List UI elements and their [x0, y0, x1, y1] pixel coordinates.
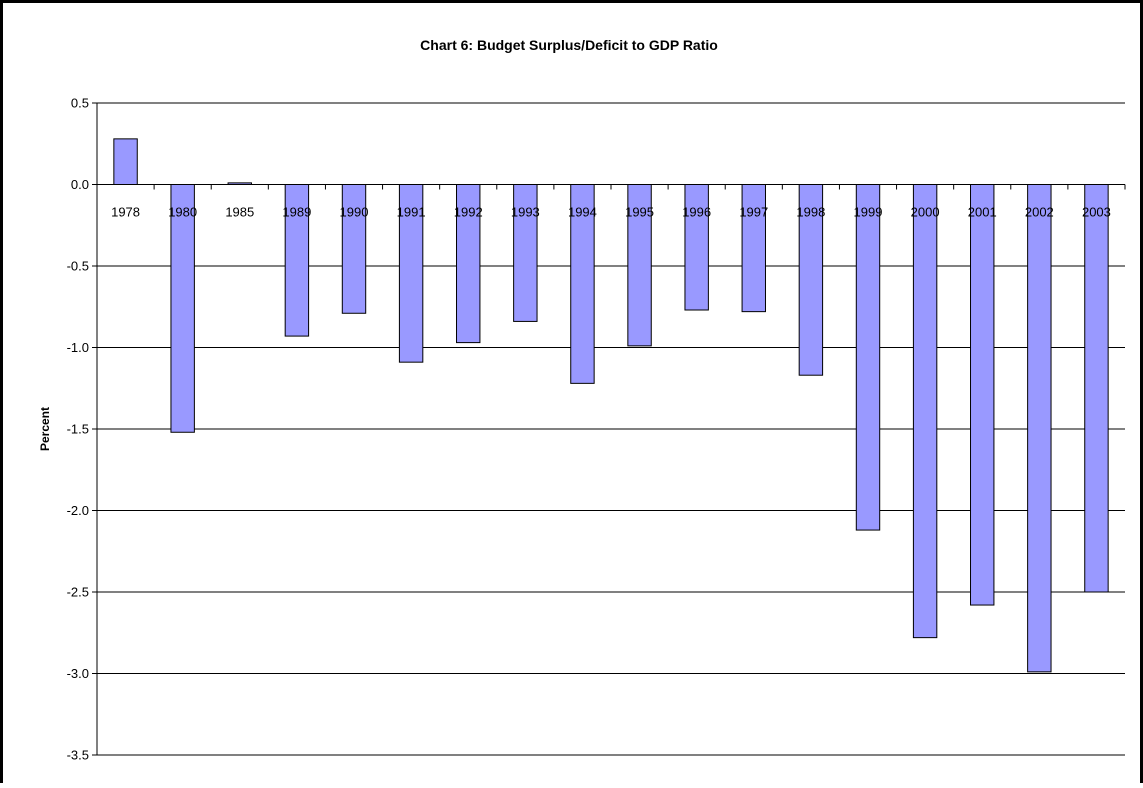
x-tick-label: 1996 [682, 205, 711, 220]
x-tick-label: 2001 [968, 205, 997, 220]
y-tick-label: -0.5 [67, 259, 89, 274]
bars [113, 138, 1109, 673]
bar [912, 184, 938, 639]
y-tick-label: 0.0 [71, 177, 89, 192]
x-tick-label: 2002 [1025, 205, 1054, 220]
x-tick-label: 1999 [854, 205, 883, 220]
x-tick-label: 1985 [225, 205, 254, 220]
x-tick-label: 1998 [796, 205, 825, 220]
x-tick-label: 1991 [397, 205, 426, 220]
x-tick-label: 1995 [625, 205, 654, 220]
y-tick-label: -1.0 [67, 340, 89, 355]
y-tick-label: -3.0 [67, 666, 89, 681]
y-tick-label: -3.5 [67, 748, 89, 763]
x-tick-label: 1989 [282, 205, 311, 220]
x-tick-label: 1978 [111, 205, 140, 220]
x-tick-label: 1990 [340, 205, 369, 220]
bar [113, 138, 138, 185]
y-tick-label: 0.5 [71, 96, 89, 111]
bar [970, 184, 995, 606]
bar [855, 184, 881, 531]
y-tick-label: -2.0 [67, 503, 89, 518]
x-tick-label: 1980 [168, 205, 197, 220]
x-tick-label: 2003 [1082, 205, 1111, 220]
bar-chart: Chart 6: Budget Surplus/Deficit to GDP R… [38, 37, 1126, 763]
chart-title: Chart 6: Budget Surplus/Deficit to GDP R… [420, 37, 718, 53]
bar [684, 184, 709, 311]
x-tick-label: 2000 [911, 205, 940, 220]
y-tick-labels: 0.5 0.0 -0.5 -1.0 -1.5 -2.0 -2.5 -3.0 -3.5 [67, 96, 97, 763]
x-tick-label: 1994 [568, 205, 597, 220]
x-tick-labels: 1978 1980 1985 1989 1990 1991 1992 1993 1994 1995… [111, 205, 1111, 220]
y-tick-label: -2.5 [67, 585, 89, 600]
x-tick-label: 1992 [454, 205, 483, 220]
y-tick-label: -1.5 [67, 422, 89, 437]
bar [170, 184, 195, 433]
x-tick-label: 1997 [739, 205, 768, 220]
y-axis-label: Percent [38, 407, 52, 451]
x-tick-label: 1993 [511, 205, 540, 220]
bar [1027, 184, 1052, 673]
bar [1084, 184, 1109, 593]
